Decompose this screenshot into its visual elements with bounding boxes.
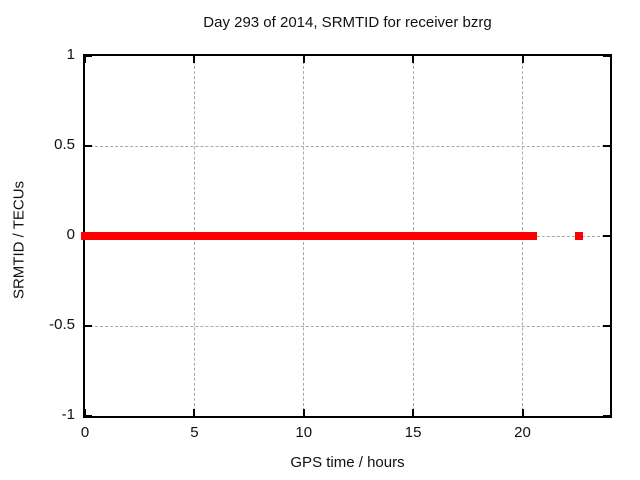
x-tick-label: 15 <box>404 424 422 441</box>
y-tick-right <box>603 415 610 417</box>
y-tick-left <box>85 415 92 417</box>
y-gridline <box>85 145 610 147</box>
x-tick-top <box>412 56 415 63</box>
x-tick-label: 10 <box>295 424 313 441</box>
x-tick-top <box>84 56 86 63</box>
y-tick-right <box>603 145 610 147</box>
x-tick-top <box>193 56 196 63</box>
x-tick-bottom <box>521 409 524 416</box>
x-tick-bottom <box>412 409 415 416</box>
y-tick-label: 0 <box>66 226 75 243</box>
y-tick-right <box>603 235 610 237</box>
x-tick-bottom <box>302 409 305 416</box>
chart-title: Day 293 of 2014, SRMTID for receiver bzr… <box>203 14 492 31</box>
x-tick-label: 0 <box>80 424 90 441</box>
data-point <box>575 232 584 240</box>
y-tick-left <box>85 55 92 57</box>
x-tick-bottom <box>84 409 86 416</box>
x-tick-top <box>302 56 305 63</box>
plot-area <box>81 54 612 418</box>
y-tick-left <box>85 325 92 327</box>
y-tick-label: -1 <box>61 406 75 423</box>
x-tick-bottom <box>193 409 196 416</box>
data-point-band <box>81 232 538 240</box>
x-tick-label: 5 <box>190 424 199 441</box>
y-tick-label: -0.5 <box>49 316 75 333</box>
y-tick-right <box>603 55 610 57</box>
x-tick-label: 20 <box>514 424 531 441</box>
y-gridline <box>85 325 610 327</box>
x-tick-top <box>521 56 524 63</box>
y-tick-right <box>603 325 610 327</box>
y-tick-left <box>85 145 92 147</box>
x-axis-label: GPS time / hours <box>290 454 405 471</box>
y-tick-label: 1 <box>66 46 75 63</box>
y-tick-label: 0.5 <box>54 136 75 153</box>
